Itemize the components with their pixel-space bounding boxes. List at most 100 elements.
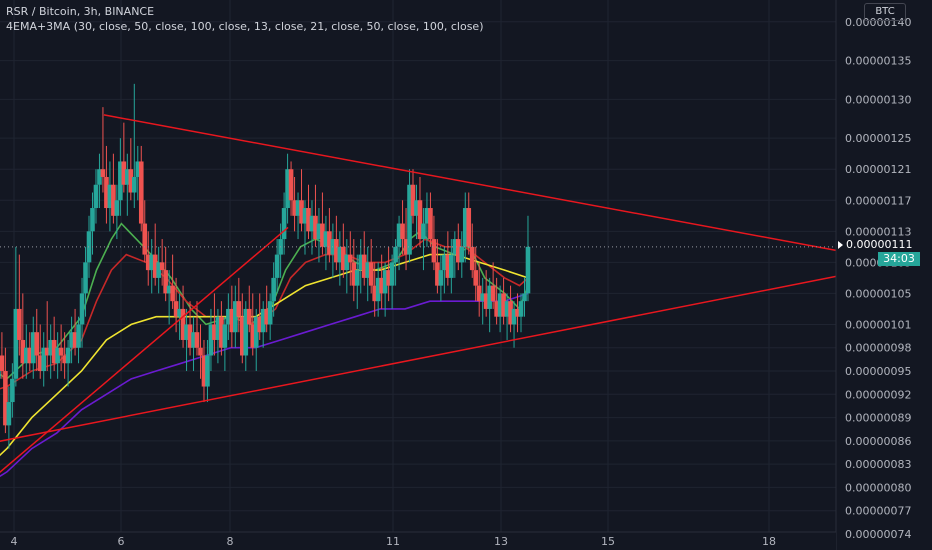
candle [114,184,120,240]
candle-body [149,254,155,271]
candle-body [334,239,339,263]
candle [184,308,189,372]
candle-body [372,285,377,302]
candle-body [341,246,346,271]
candle-body [128,169,134,193]
price-axis[interactable]: 0.00000140 0.00000135 0.00000130 0.00000125… [835,0,932,550]
candle [456,223,461,271]
candle [372,262,377,317]
candle-body [424,208,430,224]
candle-body [37,355,43,372]
candle [337,231,343,286]
candle [480,277,485,325]
candle-body [219,316,224,348]
candle-body [114,200,120,216]
candle [222,316,228,372]
candle [490,262,496,309]
currency-badge[interactable]: BTC [864,3,906,21]
candle-body [316,223,322,240]
candle [20,293,26,379]
candle-body [417,200,423,240]
candle-body [400,223,405,240]
candle-body [347,254,353,263]
candle [445,231,451,286]
candle [212,293,217,356]
candle [219,301,224,356]
candle-body [449,254,454,278]
candle-body [403,239,409,255]
candle [10,363,15,418]
candle [118,138,123,216]
candle-body [504,301,510,317]
time-tick-label: 4 [11,535,18,548]
candle [271,262,276,317]
candle-body [156,262,161,278]
candlesticks [0,83,531,449]
candle [208,308,214,372]
candle-body [184,324,189,340]
candle [281,192,287,255]
candle [299,169,304,232]
candle [469,223,475,278]
candle [302,200,308,255]
candle [128,138,134,201]
candle-body [104,176,109,209]
candle-body [438,270,444,286]
price-tick-label: 0.00000092 [845,388,911,401]
candle [407,169,412,263]
candle [37,324,43,379]
candle [194,301,200,356]
candle [156,246,161,294]
candle-body [452,239,458,255]
candle-body [522,293,527,302]
candle-body [435,262,440,286]
candle-body [428,208,433,240]
candle [97,153,102,209]
candle [267,293,273,340]
candle-body [327,231,332,255]
candle-body [58,347,64,356]
candle-body [229,308,235,333]
candle [198,324,203,379]
candle-body [79,293,85,325]
candle [30,316,36,379]
symbol-title: RSR / Bitcoin, 3h, BINANCE [6,5,155,18]
price-tick-label: 0.00000117 [845,194,911,207]
candle-body [41,347,47,372]
candle-body [375,277,381,302]
price-tick-label: 0.00000105 [845,287,911,300]
time-tick-label: 13 [494,535,508,548]
price-tick-label: 0.00000080 [845,481,911,494]
candle [375,262,381,317]
candle [93,169,99,224]
candle-body [274,254,280,278]
time-tick-label: 15 [601,535,615,548]
candle-body [382,270,388,294]
candle-body [431,239,437,263]
candle [215,308,221,364]
candle-body [476,285,482,302]
candle-body [490,285,496,302]
candle [449,239,454,294]
candle [274,239,280,294]
time-axis-background [0,532,836,550]
indicator-legend[interactable]: 4EMA+3MA (30, close, 50, close, 100, clo… [6,20,484,33]
candle [131,83,137,209]
time-tick-label: 6 [118,535,125,548]
price-tick-label: 0.00000121 [845,163,911,176]
candle [306,184,311,240]
time-axis[interactable]: 4 6 8 11 13 15 18 [0,531,836,550]
candle-body [97,169,102,185]
candle-body [17,308,22,340]
candle-body [111,184,116,216]
price-tick-label: 0.00000095 [845,365,911,378]
candle-body [10,378,15,403]
candle [295,192,301,240]
candle-body [205,355,210,387]
candle-body [208,324,214,356]
candle-body [320,223,325,247]
bar-countdown: 34:03 [878,252,920,266]
candle [253,308,259,372]
candle-body [393,246,398,263]
